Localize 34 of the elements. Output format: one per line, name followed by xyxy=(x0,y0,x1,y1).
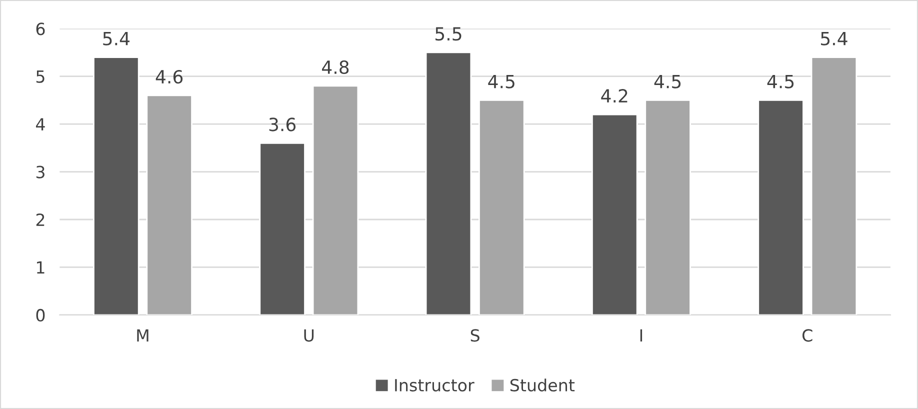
y-tick-label: 2 xyxy=(36,213,44,226)
x-tick-label: U xyxy=(304,329,314,342)
bar xyxy=(758,100,804,315)
legend-label: Student xyxy=(510,378,575,392)
data-label: 4.8 xyxy=(322,60,349,74)
data-label: 4.5 xyxy=(767,74,794,88)
data-label: 3.6 xyxy=(269,118,296,132)
y-tick-label: 0 xyxy=(36,308,45,322)
data-label: 5.4 xyxy=(103,32,130,46)
bar xyxy=(259,142,306,315)
y-tick-label: 6 xyxy=(36,22,45,36)
y-tick-label: 5 xyxy=(36,70,44,83)
bar xyxy=(312,85,359,315)
data-label: 4.5 xyxy=(488,74,514,88)
data-label: 5.4 xyxy=(821,32,848,46)
bar xyxy=(425,52,472,315)
x-tick-label: I xyxy=(640,329,642,342)
bar xyxy=(146,94,192,315)
legend-label: Instructor xyxy=(395,379,474,392)
data-label: 4.2 xyxy=(601,89,628,102)
bar xyxy=(93,56,140,315)
bar xyxy=(592,114,638,315)
data-label: 5.5 xyxy=(436,27,462,41)
y-tick-label: 1 xyxy=(37,261,44,274)
bar xyxy=(478,100,525,315)
y-tick-label: 4 xyxy=(36,118,45,130)
bar xyxy=(810,56,858,315)
data-label: 4.5 xyxy=(654,74,681,88)
x-tick-label: S xyxy=(470,329,480,342)
data-label: 4.6 xyxy=(156,70,183,84)
x-tick-label: C xyxy=(802,329,812,342)
bar xyxy=(644,100,691,315)
x-tick-label: M xyxy=(137,329,148,342)
y-tick-label: 3 xyxy=(36,166,44,178)
